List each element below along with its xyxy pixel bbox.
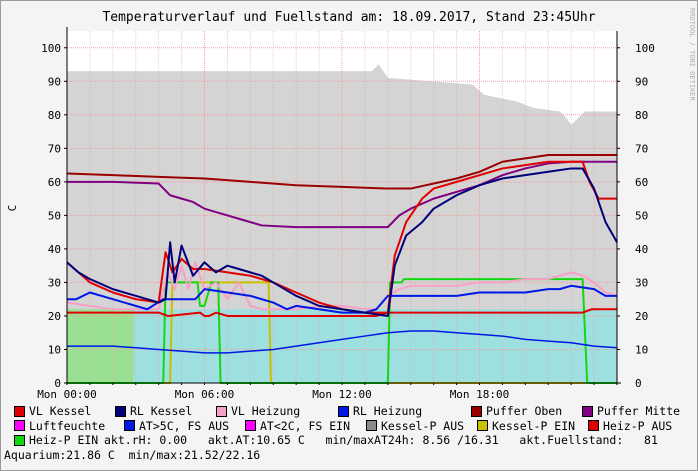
legend-label: AT<2C, FS EIN — [260, 418, 351, 433]
y-tick-label: 60 — [48, 176, 61, 189]
legend-item-puffer-oben: Puffer Oben — [471, 404, 562, 418]
x-tick-label: Mon 00:00 — [37, 388, 97, 401]
legend-row-4: Aquarium:21.86 C min/max:21.52/22.16 — [4, 448, 698, 463]
legend-swatch — [471, 405, 482, 417]
legend-row-3: Heiz-P EIN akt.rH: 0.00 akt.AT:10.65 C m… — [14, 433, 698, 448]
series-line-heiz-p-ein — [67, 278, 617, 384]
series-line-at-5c-fs-aus — [67, 330, 618, 354]
series-line-rl-kessel — [66, 167, 618, 317]
series-line-rl-heizung — [67, 284, 617, 314]
legend-label: Puffer Oben — [486, 404, 563, 418]
legend-row-2: Luftfeuchte AT>5C, FS AUS AT<2C, FS EIN … — [14, 419, 698, 434]
legend-swatch — [245, 420, 256, 431]
legend-row-1: VL Kessel RL Kessel VL Heizung RL Heizun… — [14, 404, 698, 419]
legend-item-kessel-p-aus: Kessel-P AUS — [366, 419, 464, 433]
legend-item-puffer-mitte: Puffer Mitte — [582, 404, 680, 418]
legend-item-rl-heizung: RL Heizung — [338, 404, 422, 418]
legend-label: Luftfeuchte — [29, 418, 106, 433]
y-tick-label: 30 — [48, 276, 61, 289]
chart-title: Temperaturverlauf und Fuellstand am: 18.… — [102, 10, 595, 25]
x-tick-label: Mon 18:00 — [450, 388, 510, 401]
y2-tick-label: 10 — [635, 343, 648, 356]
y-tick-label: 20 — [48, 310, 61, 323]
legend-label: VL Heizung — [231, 404, 301, 418]
legend-swatch — [124, 420, 135, 431]
y2-tick-label: 40 — [635, 243, 648, 256]
x-tick-label: Mon 12:00 — [312, 388, 372, 401]
legend-swatch — [14, 420, 25, 431]
legend-item-vl-kessel: VL Kessel — [14, 404, 91, 418]
legend-item-at-below-2: AT<2C, FS EIN — [245, 419, 350, 433]
y2-tick-label: 60 — [635, 176, 648, 189]
legend-item-vl-heizung: VL Heizung — [216, 404, 300, 418]
legend-label: Kessel-P EIN — [492, 418, 576, 433]
legend-item-luftfeuchte: Luftfeuchte — [14, 419, 105, 433]
legend-swatch — [338, 405, 349, 417]
legend-swatch — [14, 405, 25, 417]
legend-swatch — [115, 405, 126, 417]
y2-tick-label: 100 — [635, 42, 655, 55]
legend-label: Heiz-P AUS — [603, 418, 673, 433]
aquarium-readout: Aquarium:21.86 C min/max:21.52/22.16 — [4, 447, 261, 462]
legend-swatch — [588, 420, 599, 431]
legend-item-kessel-p-ein: Kessel-P EIN — [477, 419, 575, 433]
y-tick-label: 10 — [48, 343, 61, 356]
legend-swatch — [582, 405, 593, 417]
legend-item-at-above-5: AT>5C, FS AUS — [124, 419, 229, 433]
series-line-heiz-p-aus — [67, 308, 617, 317]
legend-label: VL Kessel — [29, 404, 92, 418]
legend-label: Heiz-P EIN — [29, 433, 99, 447]
y-tick-label: 80 — [48, 109, 61, 122]
legend-label: RL Heizung — [353, 404, 423, 418]
x-tick-label: Mon 06:00 — [175, 388, 235, 401]
y2-tick-label: 90 — [635, 75, 648, 88]
y2-tick-label: 20 — [635, 310, 648, 323]
y-tick-label: 70 — [48, 142, 61, 155]
watermark: RRDTOOL / TOBI OETIKER — [688, 8, 696, 102]
y2-tick-label: 50 — [635, 209, 648, 222]
y2-tick-label: 30 — [635, 276, 648, 289]
y-axis-label: C — [6, 205, 19, 212]
y-tick-label: 0 — [54, 377, 61, 390]
series-line-puffer-oben — [66, 154, 617, 190]
legend-swatch — [366, 420, 377, 431]
y2-tick-label: 70 — [635, 142, 648, 155]
legend: VL Kessel RL Kessel VL Heizung RL Heizun… — [4, 404, 698, 463]
series-line-puffer-mitte — [67, 160, 617, 229]
legend-swatch — [477, 420, 488, 431]
legend-label: Puffer Mitte — [597, 404, 681, 418]
status-readout: akt.rH: 0.00 akt.AT:10.65 C min/maxAT24h… — [104, 433, 658, 447]
legend-item-heiz-p-ein: Heiz-P EIN — [14, 433, 98, 447]
y2-tick-label: 80 — [635, 109, 648, 122]
y-tick-label: 100 — [41, 42, 61, 55]
legend-label: AT>5C, FS AUS — [139, 418, 230, 433]
legend-item-heiz-p-aus: Heiz-P AUS — [588, 419, 672, 433]
y2-tick-label: 0 — [635, 377, 642, 390]
y-tick-label: 90 — [48, 75, 61, 88]
legend-swatch — [216, 405, 227, 417]
y-tick-label: 40 — [48, 243, 61, 256]
legend-item-rl-kessel: RL Kessel — [115, 404, 192, 418]
legend-label: RL Kessel — [130, 404, 193, 418]
legend-swatch — [14, 434, 25, 446]
legend-label: Kessel-P AUS — [381, 418, 465, 433]
y-tick-label: 50 — [48, 209, 61, 222]
